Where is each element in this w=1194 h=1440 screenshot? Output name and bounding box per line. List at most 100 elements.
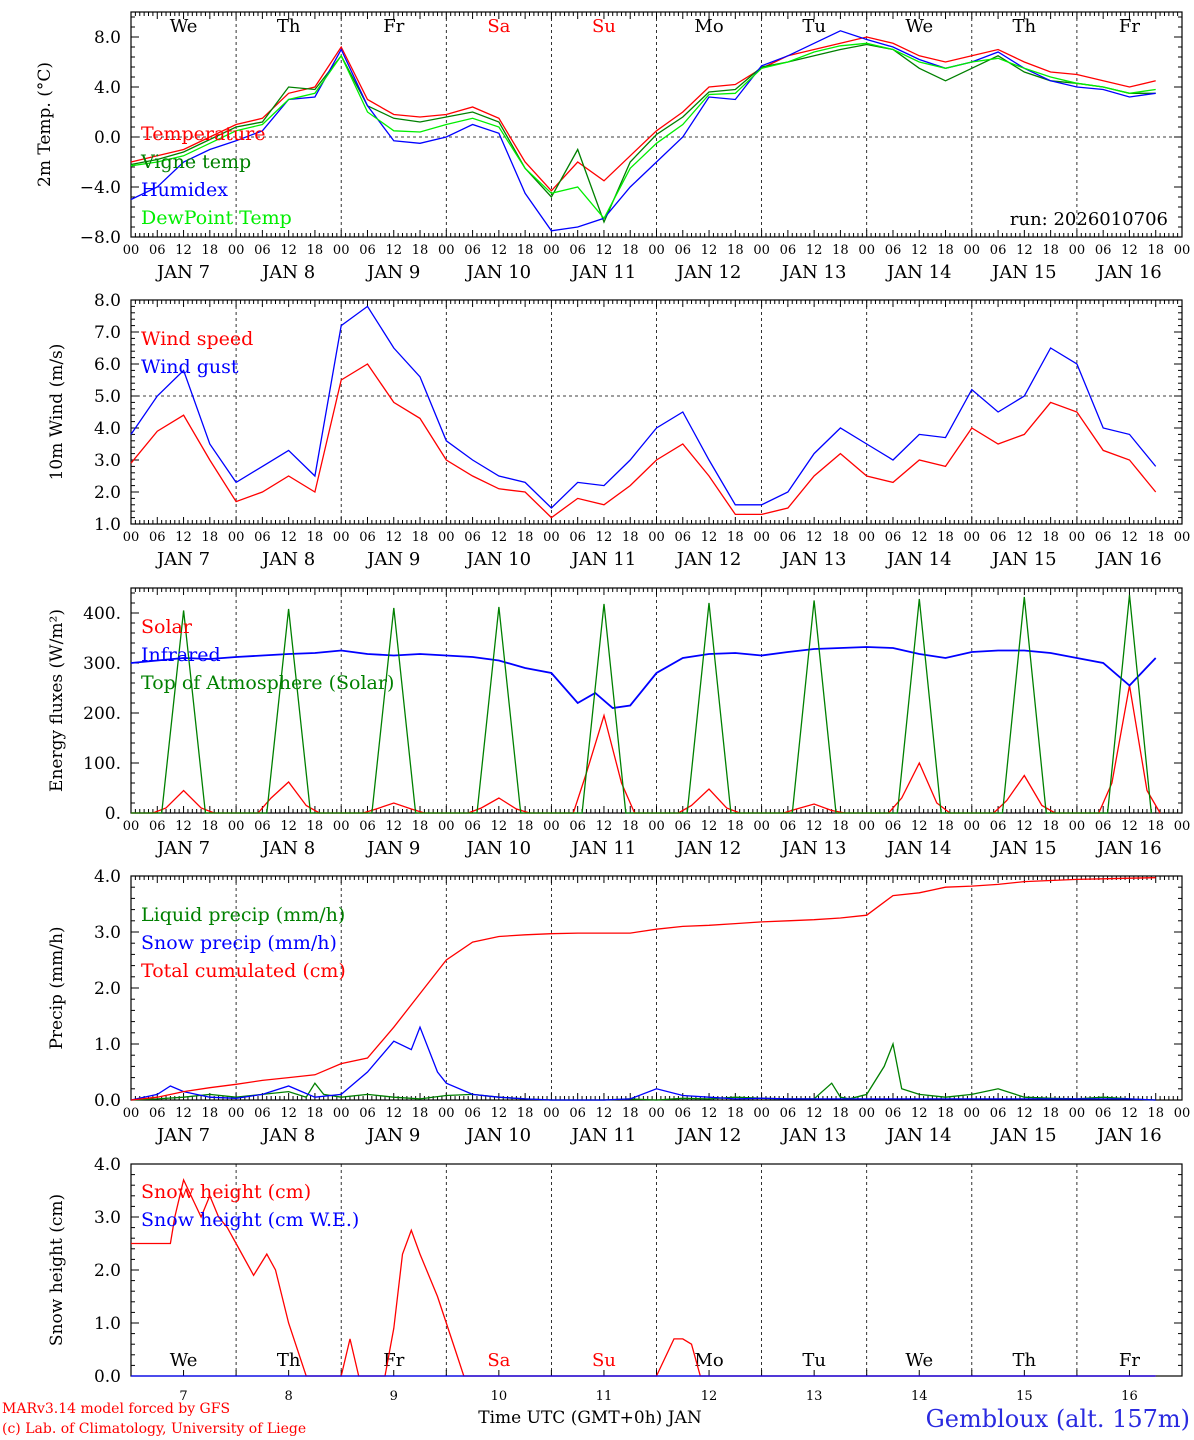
hour-label: 06: [359, 243, 376, 258]
y-tick-label: 2.0: [94, 979, 121, 999]
day-number-label: 14: [911, 1389, 928, 1404]
hour-label: 12: [491, 1106, 508, 1121]
y-tick-label: 1.0: [94, 1314, 121, 1334]
panel-1: −8.0 −4.0 0.0 4.0 8.0 2m Temp. (°C) 00 06 12 18 JA…: [35, 11, 1190, 283]
hour-label: 12: [175, 819, 192, 834]
day-number-label: 11: [596, 1389, 613, 1404]
hour-label: 06: [885, 530, 902, 545]
series-line: [130, 36, 1156, 192]
date-label: JAN 16: [1095, 838, 1162, 859]
hour-label: 18: [1147, 1106, 1164, 1121]
hour-label: 00: [858, 1106, 875, 1121]
y-tick-label: 4.0: [94, 867, 121, 887]
hour-label: 18: [517, 1106, 534, 1121]
panel-frame: [130, 299, 1183, 525]
date-label: JAN 16: [1095, 262, 1162, 283]
hour-label: 12: [280, 819, 297, 834]
legend-entry: Infrared: [141, 644, 221, 666]
hour-label: 18: [1042, 1106, 1059, 1121]
hour-label: 18: [307, 819, 324, 834]
date-label: JAN 9: [365, 838, 420, 859]
y-tick-label: 300.: [83, 654, 121, 674]
hour-label: 00: [753, 243, 770, 258]
hour-label: 00: [753, 819, 770, 834]
y-tick-label: 7.0: [94, 323, 121, 343]
hour-label: 12: [491, 243, 508, 258]
hour-label: 18: [1042, 819, 1059, 834]
hour-label: 18: [1147, 243, 1164, 258]
y-tick-label: 4.0: [94, 1155, 121, 1175]
hour-label: 00: [123, 243, 140, 258]
hour-label: 06: [885, 1106, 902, 1121]
day-number-label: 7: [179, 1389, 187, 1404]
date-label: JAN 7: [155, 262, 210, 283]
date-label: JAN 7: [155, 1125, 210, 1146]
date-label: JAN 8: [260, 262, 315, 283]
hour-label: 12: [280, 1106, 297, 1121]
weekday-label: Sa: [487, 1350, 510, 1371]
weekday-label: Th: [1013, 1350, 1037, 1371]
legend-entry: DewPoint Temp: [141, 207, 292, 229]
weekday-label: Fr: [1119, 1350, 1140, 1371]
date-label: JAN 10: [465, 838, 532, 859]
hour-label: 18: [412, 1106, 429, 1121]
hour-label: 06: [990, 530, 1007, 545]
hour-label: 00: [123, 530, 140, 545]
hour-label: 00: [964, 819, 981, 834]
hour-label: 12: [385, 1106, 402, 1121]
run-label: run: 2026010706: [1010, 209, 1168, 230]
hour-label: 12: [1121, 243, 1138, 258]
hour-label: 18: [517, 819, 534, 834]
date-label: JAN 10: [465, 1125, 532, 1146]
date-label: JAN 15: [990, 838, 1057, 859]
y-tick-label: 1.0: [94, 515, 121, 535]
hour-label: 06: [885, 819, 902, 834]
day-number-label: 13: [806, 1389, 823, 1404]
date-label: JAN 8: [260, 549, 315, 570]
weekday-label: Tu: [802, 1350, 826, 1371]
y-tick-label: 6.0: [94, 355, 121, 375]
x-axis-label: Time UTC (GMT+0h) JAN: [478, 1408, 702, 1428]
y-tick-label: 0.0: [94, 1367, 121, 1387]
day-number-label: 15: [1016, 1389, 1033, 1404]
hour-label: 18: [1042, 530, 1059, 545]
y-axis-label: Precip (mm/h): [47, 926, 67, 1049]
hour-label: 12: [596, 243, 613, 258]
hour-label: 06: [1095, 819, 1112, 834]
panel-frame: [130, 11, 1183, 238]
hour-label: 00: [964, 1106, 981, 1121]
hour-label: 00: [438, 819, 455, 834]
hour-label: 12: [491, 530, 508, 545]
hour-label: 18: [1042, 243, 1059, 258]
panel-2: 1.0 2.0 3.0 4.0 5.0 6.0 7.0 8.0 10m Wind (m/s) 00…: [47, 291, 1190, 570]
date-label: JAN 9: [365, 262, 420, 283]
y-tick-label: 0.: [105, 804, 121, 824]
date-label: JAN 9: [365, 549, 420, 570]
hour-label: 06: [780, 819, 797, 834]
hour-label: 18: [307, 243, 324, 258]
hour-label: 18: [412, 243, 429, 258]
legend-entry: Total cumulated (cm): [141, 960, 346, 982]
hour-label: 00: [333, 243, 350, 258]
date-label: JAN 11: [570, 549, 637, 570]
hour-label: 00: [648, 530, 665, 545]
y-tick-label: −8.0: [80, 228, 121, 248]
hour-label: 06: [254, 1106, 271, 1121]
hour-label: 06: [254, 530, 271, 545]
hour-label: 06: [990, 243, 1007, 258]
legend-entry: Wind speed: [141, 328, 253, 350]
date-label: JAN 15: [990, 262, 1057, 283]
hour-label: 06: [885, 243, 902, 258]
hour-label: 18: [202, 243, 219, 258]
panel-frame: [130, 587, 1183, 814]
hour-label: 12: [1016, 530, 1033, 545]
panel-4: 0.0 1.0 2.0 3.0 4.0 Precip (mm/h) 00 06 12 18 JAN …: [47, 867, 1190, 1146]
credit-line-1: MARv3.14 model forced by GFS: [2, 1401, 230, 1417]
y-tick-label: 0.0: [94, 128, 121, 148]
hour-label: 00: [753, 530, 770, 545]
date-label: JAN 15: [990, 549, 1057, 570]
hour-label: 12: [596, 819, 613, 834]
hour-label: 06: [359, 819, 376, 834]
hour-label: 18: [517, 243, 534, 258]
